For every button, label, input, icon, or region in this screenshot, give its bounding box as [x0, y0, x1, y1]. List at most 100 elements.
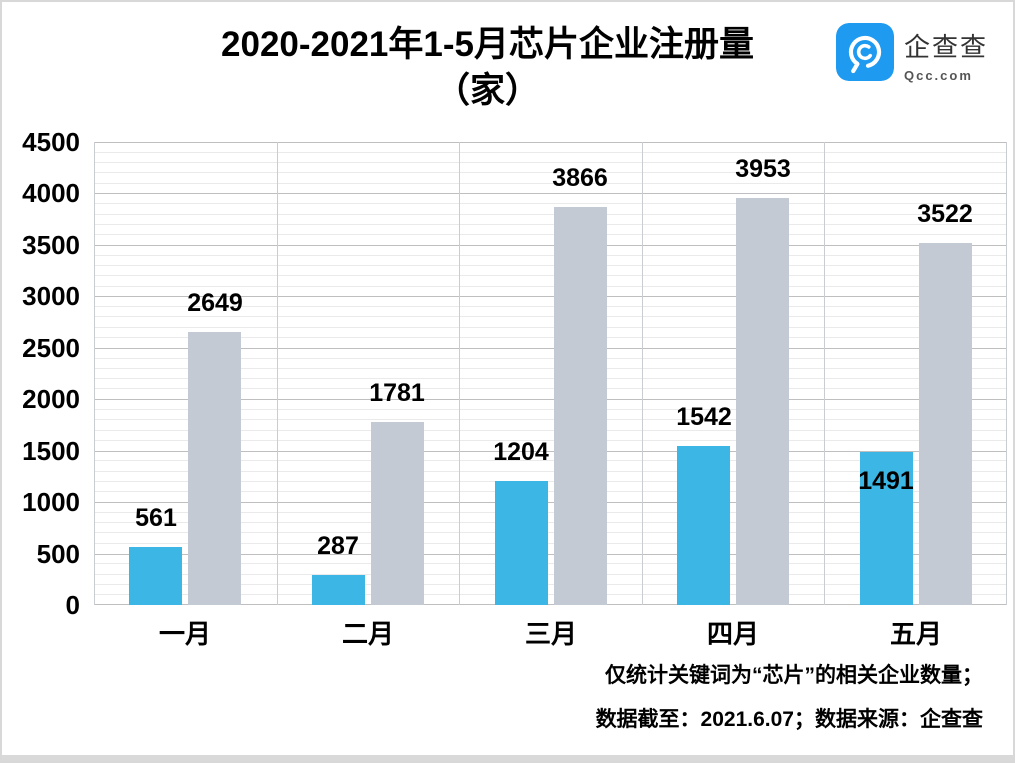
qcc-logo: 企查查 Qcc.com [835, 23, 988, 83]
bar-value-label: 3866 [552, 164, 608, 192]
bar-value-label: 3522 [917, 200, 973, 228]
bar-value-label: 2649 [187, 289, 243, 317]
gridline-minor [94, 470, 1007, 472]
bar-2020-四月 [677, 446, 730, 605]
gridline-minor [94, 419, 1007, 421]
gridline-vertical [1006, 142, 1007, 605]
bar-value-label: 1781 [369, 379, 425, 407]
gridline-vertical [459, 142, 460, 605]
bar-2020-一月 [129, 547, 182, 605]
gridline-minor [94, 316, 1007, 318]
x-axis-category-label: 五月 [889, 619, 942, 649]
bar-value-label: 3953 [735, 155, 791, 183]
bar-2020-二月 [312, 575, 365, 605]
y-axis-tick-label: 2500 [22, 332, 80, 363]
bar-2021-四月 [736, 198, 789, 605]
y-axis-tick-label: 1500 [22, 435, 80, 466]
gridline-major [94, 553, 1007, 555]
y-axis-tick-label: 1000 [22, 487, 80, 518]
gridline-vertical [824, 142, 825, 605]
gridline-major [94, 604, 1007, 605]
gridline-minor [94, 583, 1007, 585]
y-axis-tick-label: 3000 [22, 281, 80, 312]
y-axis-tick-label: 2000 [22, 384, 80, 415]
x-axis: 一月 二月 三月 四月 五月 [94, 619, 1007, 651]
gridline-minor [94, 337, 1007, 338]
bar-2021-一月 [188, 332, 241, 605]
qcc-logo-domain: Qcc.com [903, 68, 973, 83]
gridline-major [94, 399, 1007, 401]
gridline-minor [94, 522, 1007, 524]
gridline-minor [94, 306, 1007, 308]
gridline-vertical [277, 142, 278, 605]
x-axis-category-label: 一月 [158, 619, 211, 649]
gridline-major [94, 347, 1007, 349]
qcc-logo-text: 企查查 Qcc.com [904, 23, 988, 83]
footnote-line2: 数据截至：2021.6.07；数据来源：企查查 [595, 708, 983, 731]
gridline-minor [94, 234, 1007, 236]
gridline-minor [94, 378, 1007, 380]
x-axis-category-label: 四月 [706, 619, 759, 649]
gridline-minor [94, 439, 1007, 441]
gridline-minor [94, 223, 1007, 225]
gridline-minor [94, 532, 1007, 534]
gridline-minor [94, 172, 1007, 174]
chart-title: 2020-2021年1-5月芯片企业注册量 （家） [2, 22, 973, 113]
y-axis-tick-label: 500 [36, 538, 80, 569]
gridline-major [94, 296, 1007, 298]
gridline-minor [94, 542, 1007, 544]
bar-value-label: 1491 [858, 467, 914, 495]
gridline-vertical [94, 142, 95, 605]
gridline-major [94, 244, 1007, 246]
footnote: 仅统计关键词为“芯片”的相关企业数量； 数据截至：2021.6.07；数据来源：… [596, 665, 983, 753]
bar-2021-二月 [371, 422, 424, 605]
bar-2020-三月 [495, 481, 548, 605]
gridline-minor [94, 388, 1007, 390]
y-axis: 0 500 1000 1500 2000 2500 3000 3500 4000 4500 [2, 129, 80, 618]
gridline-major [94, 450, 1007, 452]
gridline-minor [94, 182, 1007, 184]
y-axis-tick-label: 3500 [22, 229, 80, 260]
gridline-minor [94, 367, 1007, 369]
plot-area: 561 287 1204 1542 1491 2649 1781 3866 3953 3522 [94, 142, 1007, 605]
gridline-minor [94, 409, 1007, 411]
gridline-minor [94, 594, 1007, 596]
bar-2021-五月 [919, 243, 972, 605]
gridline-minor [94, 357, 1007, 359]
chart-title-line2: （家） [434, 70, 540, 110]
gridline-major [94, 502, 1007, 504]
gridline-vertical [642, 142, 643, 605]
gridline-minor [94, 429, 1007, 431]
y-axis-tick-label: 4000 [22, 178, 80, 209]
bar-value-label: 287 [317, 532, 359, 560]
bar-2020-五月 [860, 452, 913, 605]
bar-value-label: 1542 [676, 403, 732, 431]
gridline-minor [94, 213, 1007, 215]
gridline-minor [94, 203, 1007, 205]
gridline-minor [94, 275, 1007, 277]
gridline-minor [94, 254, 1007, 256]
gridline-minor [94, 563, 1007, 565]
gridline-major [94, 193, 1007, 195]
bottom-strip [2, 755, 1013, 761]
gridline-minor [94, 285, 1007, 287]
gridline-minor [94, 481, 1007, 483]
gridline-minor [94, 511, 1007, 513]
chart-title-line1: 2020-2021年1-5月芯片企业注册量 [221, 25, 754, 64]
gridline-minor [94, 264, 1007, 266]
gridline-minor [94, 573, 1007, 575]
bar-value-label: 1204 [493, 438, 549, 466]
gridline-minor [94, 460, 1007, 462]
y-axis-tick-label: 0 [65, 590, 80, 620]
gridline-minor [94, 162, 1007, 164]
gridline-major [94, 142, 1007, 143]
y-axis-tick-label: 4500 [22, 127, 80, 157]
x-axis-category-label: 三月 [524, 619, 577, 649]
gridline-minor [94, 491, 1007, 493]
gridline-minor [94, 151, 1007, 153]
bar-value-label: 561 [135, 504, 177, 532]
footnote-line1: 仅统计关键词为“芯片”的相关企业数量； [605, 664, 983, 687]
gridline-minor [94, 326, 1007, 328]
x-axis-category-label: 二月 [341, 619, 394, 649]
